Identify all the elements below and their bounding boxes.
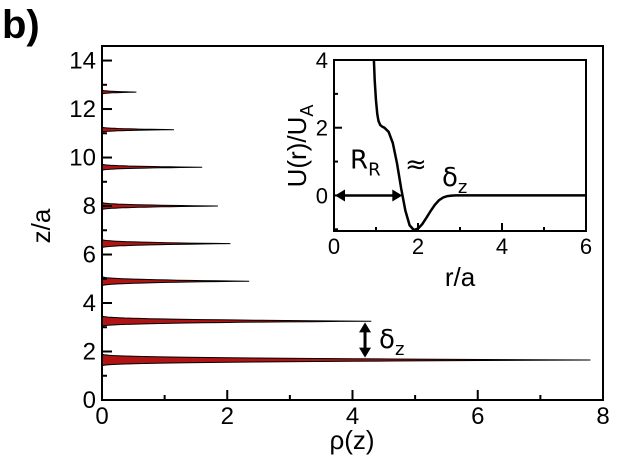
inset-ticks: 0 2 4 6 0 2 4 — [316, 48, 592, 259]
density-peaks — [101, 89, 591, 367]
inset-delta-subscript: z — [458, 177, 467, 198]
y-tick-label: 8 — [83, 193, 96, 220]
main-ticks: 0 2 4 6 8 0 2 4 6 8 10 12 14 — [69, 48, 609, 430]
inset-y-tick-label: 0 — [316, 183, 328, 208]
x-tick-label: 2 — [221, 403, 234, 430]
rr-annotation: RR — [335, 145, 403, 202]
inset-y-axis-label-subscript: A — [297, 105, 317, 117]
inset-y-tick-label: 2 — [316, 116, 328, 141]
x-tick-label: 4 — [346, 403, 359, 430]
rr-label: RR — [350, 145, 381, 180]
density-peak — [101, 201, 218, 211]
main-y-axis-label: z/a — [26, 208, 56, 243]
delta-symbol: δ — [379, 325, 395, 355]
density-peak — [101, 315, 372, 327]
delta-z-arrowhead-up — [359, 322, 372, 333]
y-tick-label: 4 — [83, 290, 96, 317]
y-tick-label: 14 — [69, 48, 96, 75]
delta-z-arrowhead-down — [359, 347, 372, 358]
density-peak — [101, 275, 250, 287]
rr-arrowhead-left — [335, 189, 345, 202]
delta-z-label: δz — [379, 325, 404, 360]
density-peak — [101, 353, 591, 367]
inset-x-axis-label: r/a — [445, 262, 476, 292]
rr-label-main: R — [350, 145, 368, 175]
y-tick-label: 10 — [69, 145, 96, 172]
delta-subscript: z — [395, 339, 404, 360]
inset-plot: 0 2 4 6 0 2 4 r/a U(r)/UA RR ≈ δz — [282, 48, 592, 292]
inset-x-tick-label: 2 — [412, 234, 424, 259]
delta-z-spacing-annotation: δz — [359, 322, 404, 360]
x-tick-label: 8 — [596, 403, 609, 430]
inset-y-tick-label: 4 — [316, 48, 328, 73]
inset-delta-symbol: δ — [442, 163, 458, 193]
approx-symbol: ≈ — [405, 150, 427, 180]
inset-x-tick-label: 4 — [496, 234, 508, 259]
inset-x-tick-label: 0 — [328, 234, 340, 259]
x-tick-label: 0 — [95, 403, 108, 430]
density-peak — [101, 163, 203, 171]
panel-label: b) — [2, 3, 40, 47]
rr-arrowhead-right — [392, 189, 403, 202]
inset-delta-z-label: δz — [442, 163, 467, 198]
main-x-axis-label: ρ(z) — [329, 425, 374, 455]
y-tick-label: 6 — [83, 242, 96, 269]
x-tick-label: 6 — [471, 403, 484, 430]
inset-background — [334, 60, 586, 231]
density-peak — [101, 238, 231, 249]
rr-label-subscript: R — [368, 159, 381, 180]
y-tick-label: 12 — [69, 96, 96, 123]
inset-x-tick-label: 6 — [580, 234, 592, 259]
density-peak — [101, 89, 137, 95]
inset-y-axis-label-main: U(r)/U — [282, 117, 312, 188]
y-tick-label: 0 — [83, 387, 96, 414]
inset-y-axis-label: U(r)/UA — [282, 105, 317, 188]
density-peak — [101, 126, 175, 133]
y-tick-label: 2 — [83, 339, 96, 366]
